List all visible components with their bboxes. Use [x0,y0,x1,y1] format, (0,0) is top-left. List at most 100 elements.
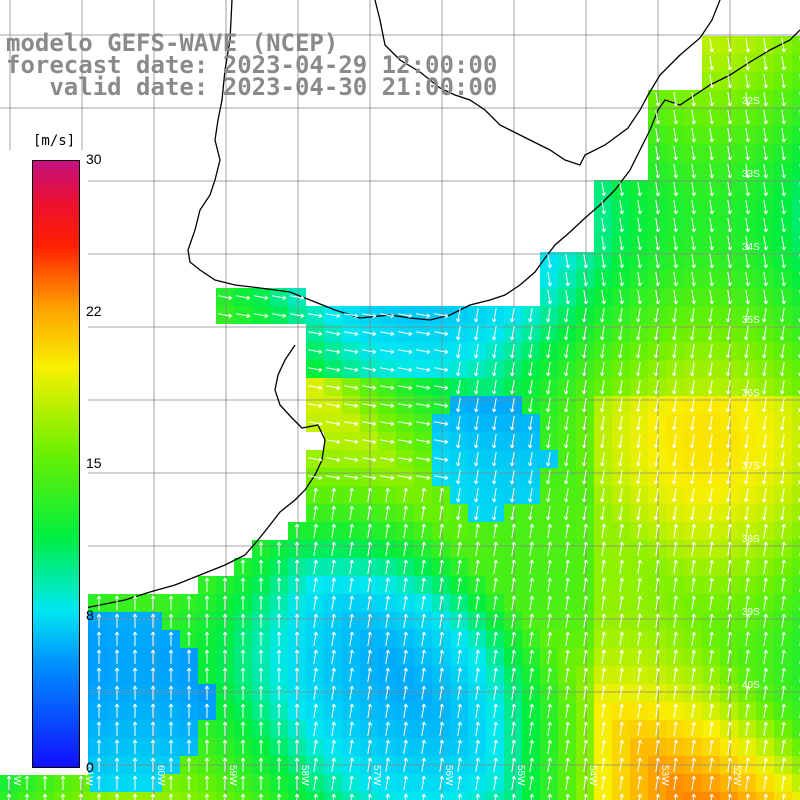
wind-arrow [709,74,714,89]
wind-arrow [439,541,444,556]
wind-cell [792,198,800,216]
wind-arrow [456,344,461,359]
wind-arrow [763,703,768,718]
wind-arrow [618,470,623,485]
wind-arrow [331,667,336,682]
lon-label: 60W [155,765,166,786]
wind-arrow [781,541,786,556]
wind-arrow [344,439,359,444]
wind-arrow [313,685,318,700]
wind-arrow [492,380,497,395]
wind-arrow [744,416,749,431]
wind-arrow [331,775,336,790]
wind-arrow [398,475,413,480]
wind-arrow [114,721,120,736]
wind-arrow [781,182,786,197]
wind-cell [792,432,800,450]
wind-arrow [601,793,606,800]
wind-arrow [434,475,449,480]
wind-arrow [709,703,714,718]
wind-arrow [780,380,785,395]
wind-arrow [655,649,660,664]
wind-arrow [236,313,251,318]
wind-arrow [290,295,305,300]
wind-arrow [240,775,246,790]
wind-arrow [547,649,552,664]
wind-arrow [691,631,696,646]
wind-arrow [655,757,660,772]
wind-arrow [601,541,606,556]
wind-arrow [439,739,444,754]
wind-arrow [439,577,444,592]
wind-arrow [637,613,642,628]
wind-arrow [168,613,174,628]
wind-arrow [132,721,138,736]
wind-arrow [673,236,678,251]
wind-arrow [781,523,786,538]
wind-arrow [654,434,659,449]
wind-arrow [727,110,732,125]
wind-arrow [421,559,426,574]
wind-arrow [349,703,354,718]
wind-arrow [326,331,341,336]
wind-arrow [434,403,449,408]
coastline-south [0,344,326,619]
wind-arrow [726,488,731,503]
wind-arrow [601,757,606,772]
wind-arrow [421,649,426,664]
wind-arrow [132,739,138,754]
wind-arrow [744,470,749,485]
wind-arrow [186,721,192,736]
wind-arrow [493,667,498,682]
wind-arrow [727,757,732,772]
wind-arrow [565,559,570,574]
wind-arrow [781,128,786,143]
wind-arrow [349,649,354,664]
wind-arrow [258,775,264,790]
wind-arrow [654,344,659,359]
wind-arrow [637,685,642,700]
wind-arrow [636,416,641,431]
wind-arrow [727,577,732,592]
wind-arrow [150,793,156,800]
wind-arrow [258,541,264,556]
wind-arrow [385,739,390,754]
wind-arrow [763,793,768,800]
wind-arrow [421,667,426,682]
wind-arrow [457,775,462,790]
wind-arrow [331,487,336,502]
wind-arrow [403,793,408,800]
wind-arrow [510,416,515,431]
wind-arrow [294,577,300,592]
wind-vectors [6,38,800,800]
wind-arrow [745,559,750,574]
wind-arrow [344,349,359,354]
wind-arrow [456,488,461,503]
wind-arrow [583,631,588,646]
wind-arrow [492,506,497,521]
wind-arrow [96,631,102,646]
wind-arrow [637,649,642,664]
colorbar-tick-8: 8 [86,607,94,623]
wind-arrow [114,739,120,754]
wind-arrow [781,793,786,800]
wind-arrow [439,631,444,646]
wind-arrow [781,146,786,161]
wind-arrow [529,793,534,800]
wind-arrow [781,236,786,251]
wind-arrow [763,38,768,53]
wind-arrow [96,685,102,700]
wind-cell [792,450,800,468]
wind-arrow [672,416,677,431]
wind-arrow [763,146,768,161]
wind-arrow [186,793,192,800]
wind-cell [792,144,800,162]
wind-arrow [781,92,786,107]
wind-arrow [510,362,515,377]
wind-arrow [308,475,323,480]
wind-arrow [600,488,605,503]
wind-arrow [637,721,642,736]
wind-arrow [673,200,678,215]
wind-arrow [331,523,336,538]
wind-arrow [583,559,588,574]
